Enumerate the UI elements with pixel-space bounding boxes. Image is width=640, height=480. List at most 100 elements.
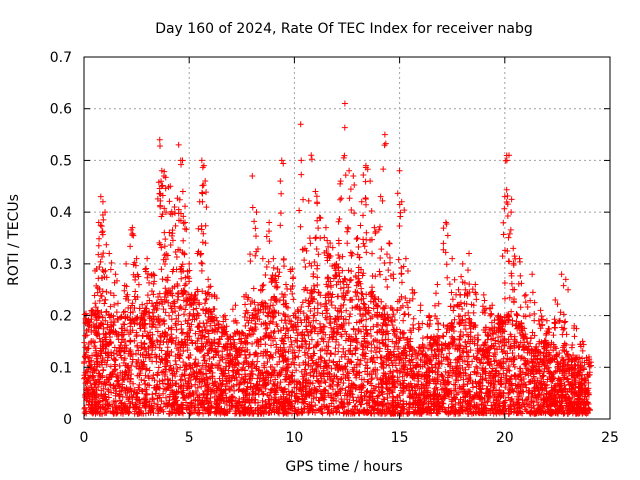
data-point	[81, 311, 88, 318]
data-point	[223, 378, 230, 385]
data-point	[313, 317, 320, 324]
data-point	[335, 348, 342, 355]
data-point	[179, 329, 186, 336]
data-point	[262, 341, 269, 348]
data-point	[186, 354, 193, 361]
data-point	[301, 349, 308, 356]
data-point	[288, 338, 295, 345]
data-point	[539, 373, 546, 380]
data-point	[258, 388, 265, 395]
data-point	[527, 335, 534, 342]
data-point	[200, 391, 207, 398]
data-point	[157, 337, 164, 344]
data-point	[325, 390, 332, 397]
data-point	[346, 313, 353, 320]
data-point	[335, 341, 342, 348]
data-point	[440, 333, 447, 340]
data-point	[379, 322, 386, 329]
data-point	[275, 310, 282, 317]
data-point	[367, 315, 374, 322]
data-point	[278, 317, 285, 324]
data-point	[570, 352, 577, 359]
data-point	[347, 342, 354, 349]
data-point	[177, 377, 184, 384]
data-point	[444, 355, 451, 362]
data-point	[116, 362, 123, 369]
data-point	[178, 330, 185, 337]
data-point	[332, 338, 339, 345]
data-point	[390, 327, 397, 334]
data-point	[327, 320, 334, 327]
data-point	[295, 353, 302, 360]
data-point	[168, 348, 175, 355]
data-point	[193, 305, 200, 312]
data-point	[121, 327, 128, 334]
data-point	[475, 379, 482, 386]
data-point	[180, 311, 187, 318]
data-point	[446, 350, 453, 357]
data-point	[346, 277, 353, 284]
data-point	[144, 381, 151, 388]
data-point	[368, 347, 375, 354]
data-point	[195, 323, 202, 330]
data-point	[315, 378, 322, 385]
data-point	[322, 379, 329, 386]
data-point	[187, 410, 194, 417]
data-point	[302, 338, 309, 345]
data-point	[462, 326, 469, 333]
data-point	[564, 375, 571, 382]
data-point	[340, 371, 347, 378]
data-point	[254, 358, 261, 365]
data-point	[194, 384, 201, 391]
data-point	[332, 345, 339, 352]
data-point	[172, 373, 179, 380]
data-point	[160, 390, 167, 397]
data-point	[364, 359, 371, 366]
data-point	[173, 361, 180, 368]
data-point	[264, 313, 271, 320]
data-point	[159, 377, 166, 384]
data-point	[93, 330, 100, 337]
data-point	[361, 355, 368, 362]
data-point	[162, 309, 169, 316]
data-point	[282, 320, 289, 327]
data-point	[499, 333, 506, 340]
data-point	[243, 335, 250, 342]
data-point	[509, 317, 516, 324]
data-point	[349, 305, 356, 312]
data-point	[511, 372, 518, 379]
data-point	[333, 391, 340, 398]
data-point	[372, 349, 379, 356]
data-point	[208, 361, 215, 368]
data-point	[496, 387, 503, 394]
data-point	[152, 344, 159, 351]
data-point	[235, 367, 242, 374]
data-point	[343, 307, 350, 314]
data-point	[367, 298, 374, 305]
data-point	[509, 349, 516, 356]
data-point	[149, 391, 156, 398]
data-point	[364, 387, 371, 394]
data-point	[523, 384, 530, 391]
data-point	[100, 325, 107, 332]
data-point	[348, 276, 355, 283]
data-point	[374, 375, 381, 382]
plot-area: 0 5 10 15 20 25 00.10.20.30.40.50.60.7	[50, 50, 619, 446]
data-point	[321, 386, 328, 393]
plot-frame	[83, 56, 611, 420]
data-point	[127, 338, 134, 345]
data-point	[515, 389, 522, 396]
data-point	[119, 336, 126, 343]
data-point	[272, 349, 279, 356]
data-point	[105, 386, 112, 393]
data-point	[242, 322, 249, 329]
data-point	[335, 293, 342, 300]
data-point	[531, 332, 538, 339]
data-point	[419, 341, 426, 348]
data-point	[307, 307, 314, 314]
data-point	[340, 301, 347, 308]
data-point	[135, 347, 142, 354]
data-point	[298, 304, 305, 311]
data-point	[262, 333, 269, 340]
data-point	[270, 302, 277, 309]
